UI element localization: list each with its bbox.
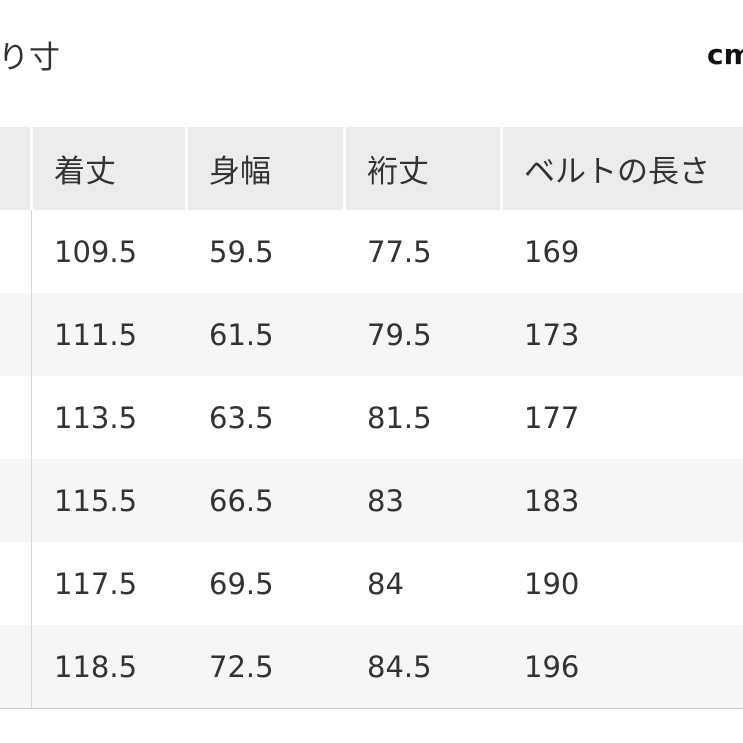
- table-cell: 183: [524, 483, 580, 518]
- table-cell: 59.5: [209, 234, 274, 269]
- table-cell: 84.5: [367, 649, 432, 684]
- table-cell: 177: [524, 400, 580, 435]
- table-cell: 81.5: [367, 400, 432, 435]
- header-separator: [500, 127, 503, 210]
- table-cell: 173: [524, 317, 580, 352]
- column-border: [31, 210, 32, 708]
- header-row: [0, 127, 743, 210]
- table-cell: 169: [524, 234, 580, 269]
- table-cell: 117.5: [54, 566, 138, 601]
- table-row: [0, 293, 743, 376]
- header-separator: [30, 127, 33, 210]
- header-cell: 裄丈: [367, 154, 429, 190]
- table-row: [0, 376, 743, 459]
- table-cell: 69.5: [209, 566, 274, 601]
- table-cell: 77.5: [367, 234, 432, 269]
- header-separator: [343, 127, 346, 210]
- table-cell: 109.5: [54, 234, 138, 269]
- header-cell: 身幅: [209, 154, 271, 190]
- table-cell: 61.5: [209, 317, 274, 352]
- table-cell: 113.5: [54, 400, 138, 435]
- header-cell: ベルトの長さ: [524, 154, 710, 190]
- table-row: [0, 542, 743, 625]
- table-cell: 111.5: [54, 317, 138, 352]
- table-cell: 79.5: [367, 317, 432, 352]
- table-cell: 196: [524, 649, 580, 684]
- header-separator: [185, 127, 188, 210]
- table-row: [0, 625, 743, 708]
- title: り寸: [0, 40, 60, 76]
- table-row: [0, 459, 743, 542]
- table-cell: 66.5: [209, 483, 274, 518]
- table-cell: 118.5: [54, 649, 138, 684]
- table-row: [0, 210, 743, 293]
- header-cell: 着丈: [54, 154, 116, 190]
- size-table: 着丈 身幅 裄丈 ベルトの長さ 109.5 59.5 77.5 169 111.5 61.5 79.…: [0, 127, 743, 709]
- table-cell: 72.5: [209, 649, 274, 684]
- table-cell: 63.5: [209, 400, 274, 435]
- table-cell: 190: [524, 566, 580, 601]
- table-cell: 84: [367, 566, 404, 601]
- unit: cm: [707, 38, 743, 71]
- table-cell: 115.5: [54, 483, 138, 518]
- table-cell: 83: [367, 483, 404, 518]
